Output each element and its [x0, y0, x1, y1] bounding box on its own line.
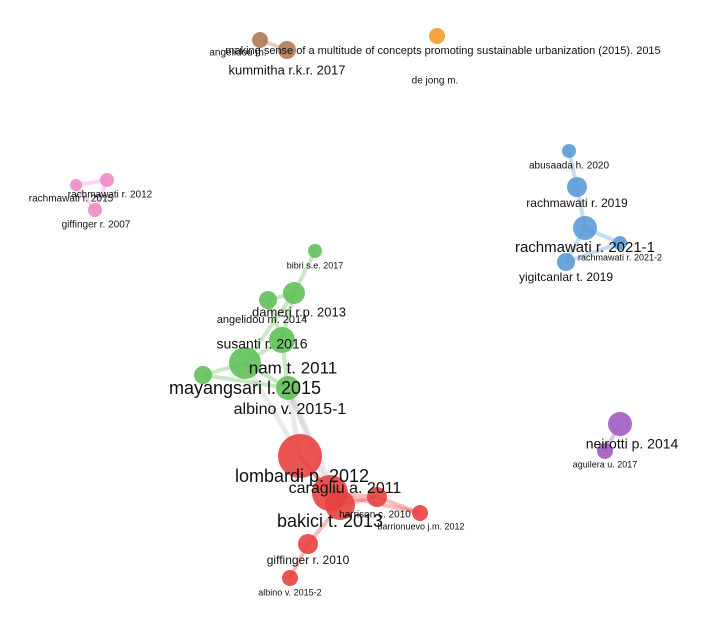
node: [70, 179, 82, 191]
node-label: yigitcanlar t. 2019: [519, 270, 613, 284]
node-label: rachmawati r. 2019: [526, 196, 628, 210]
node-label: nam t. 2011: [249, 358, 338, 377]
node-label: rachmawati r. 2021-1: [515, 239, 655, 256]
node: [298, 534, 318, 554]
node-label: barrionuevo j.m. 2012: [377, 521, 464, 531]
node-label: lombardi p. 2012: [235, 466, 369, 486]
node: [282, 570, 298, 586]
node: [429, 28, 445, 44]
node-label: caragliu a. 2011: [289, 480, 402, 497]
node-label: albino v. 2015-1: [234, 401, 347, 418]
node-label: abusaada h. 2020: [529, 161, 610, 172]
node-label: giffinger r. 2010: [267, 553, 350, 567]
node-label: bakici t. 2013: [277, 511, 383, 531]
node-label: bibri s.e. 2017: [287, 260, 344, 270]
node: [573, 216, 597, 240]
node-label: harrison c. 2010: [339, 510, 411, 521]
node: [259, 291, 277, 309]
node: [100, 173, 114, 187]
node: [276, 376, 300, 400]
node: [613, 236, 627, 250]
node: [278, 434, 322, 478]
node: [283, 282, 305, 304]
node: [88, 203, 102, 217]
node: [597, 443, 613, 459]
node: [194, 366, 212, 384]
node-label: giffinger r. 2007: [62, 220, 131, 231]
node: [269, 327, 295, 353]
node: [229, 347, 261, 379]
node: [325, 490, 355, 520]
node-label: rachmawati r. 2015: [29, 194, 114, 205]
node-label: albino v. 2015-2: [258, 587, 321, 597]
node: [567, 177, 587, 197]
node: [608, 412, 632, 436]
node: [557, 253, 575, 271]
node-label: neirotti p. 2014: [586, 436, 679, 452]
node-label: mayangsari l. 2015: [169, 378, 321, 398]
node-label: rachmawati r. 2021-2: [578, 252, 662, 262]
nodes: [70, 28, 632, 586]
node: [278, 41, 296, 59]
node-label: aguilera u. 2017: [573, 459, 638, 469]
node-label: angelidou m. 2014: [217, 314, 308, 326]
node: [308, 244, 322, 258]
node-label: kummitha r.k.r. 2017: [228, 62, 345, 77]
node-label: angelidou m.: [209, 48, 266, 59]
node-label: rachmawati r. 2012: [68, 190, 153, 201]
edge: [565, 241, 621, 264]
edge: [202, 373, 289, 390]
node-label: susanti r. 2016: [216, 336, 307, 352]
node: [367, 487, 387, 507]
labels: angelidou m.making sense of a multitude …: [29, 45, 679, 597]
node-label: making sense of a multitude of concepts …: [225, 45, 660, 57]
node: [562, 144, 576, 158]
node: [252, 32, 268, 48]
node-label: de jong m.: [412, 76, 459, 87]
node-label: dameri r.p. 2013: [252, 304, 346, 319]
node: [412, 505, 428, 521]
